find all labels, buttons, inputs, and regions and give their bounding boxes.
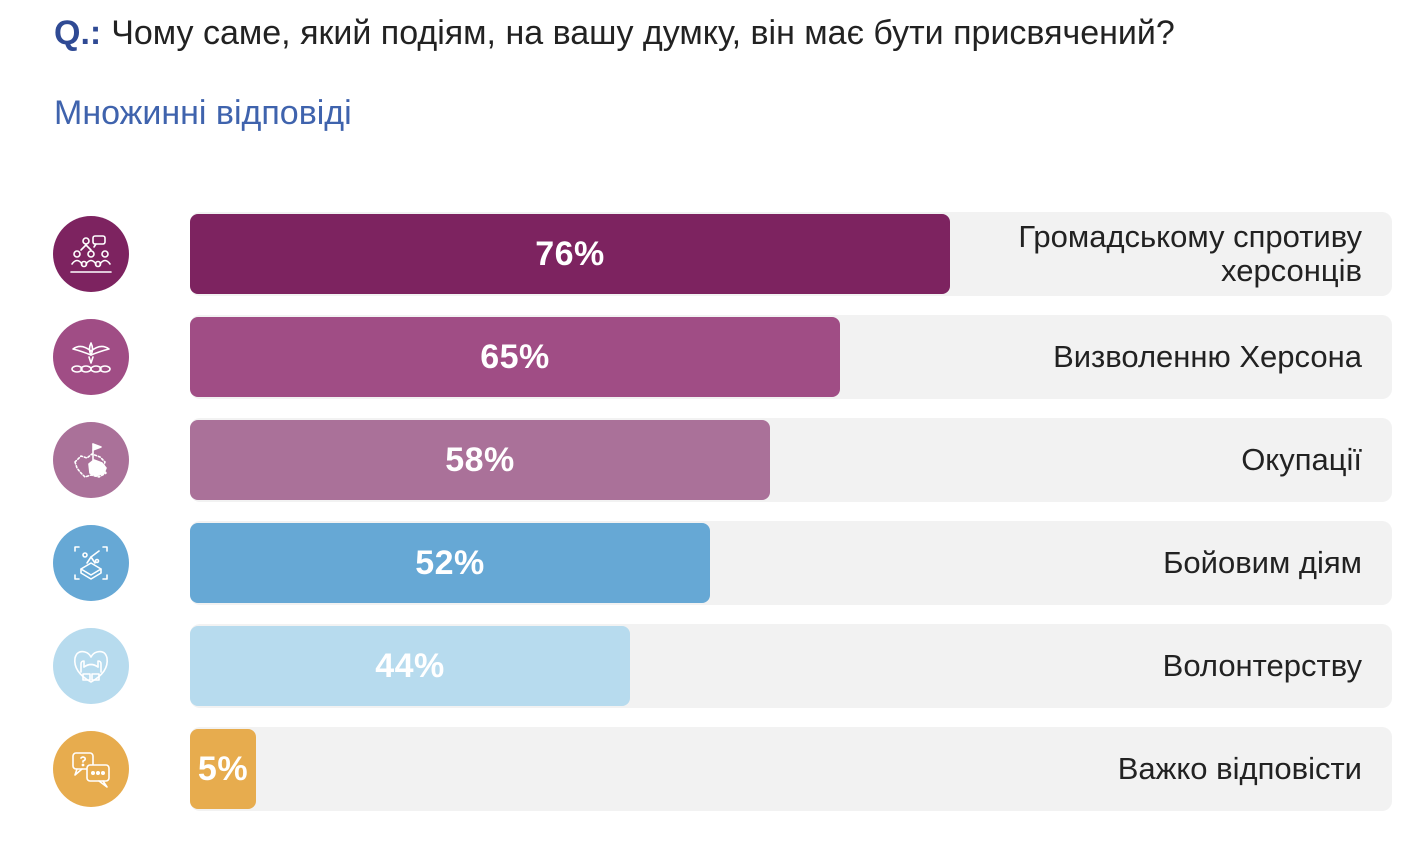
category-label: Визволенню Херсона (1053, 339, 1362, 374)
bar-track: 44% Волонтерству (190, 624, 1392, 708)
bar-track: 58% Окупації (190, 418, 1392, 502)
volunteer-hands-heart-icon (53, 628, 129, 704)
bar: 76% (190, 214, 950, 294)
question-prefix: Q.: (54, 14, 102, 52)
bar-track: 5% Важко відповісти (190, 727, 1392, 811)
category-label: Важко відповісти (1117, 751, 1362, 786)
chart-subtitle: Множинні відповіді (54, 94, 352, 132)
question-text: Чому саме, який подіям, на вашу думку, в… (111, 14, 1175, 52)
category-label: Окупації (1241, 442, 1362, 477)
bar-track: 76% Громадському спротиву херсонців (190, 212, 1392, 296)
bar-row: 5% Важко відповісти (0, 727, 1412, 811)
bar-track: 65% Визволенню Херсона (190, 315, 1392, 399)
question-chat-bubbles-icon (53, 731, 129, 807)
bar-value-label: 76% (535, 234, 605, 273)
category-label: Волонтерству (1162, 648, 1362, 683)
bar-row: 58% Окупації (0, 418, 1412, 502)
bar-value-label: 44% (375, 646, 445, 685)
category-label: Громадському спротиву херсонців (1018, 219, 1362, 288)
battle-tank-icon (53, 525, 129, 601)
bar-row: 65% Визволенню Херсона (0, 315, 1412, 399)
bar-row: 52% Бойовим діям (0, 521, 1412, 605)
bar-row: 76% Громадському спротиву херсонців (0, 212, 1412, 296)
bar: 52% (190, 523, 710, 603)
crowd-protest-icon (53, 216, 129, 292)
bar: 44% (190, 626, 630, 706)
bar-value-label: 52% (415, 543, 485, 582)
occupied-map-flag-icon (53, 422, 129, 498)
category-label: Бойовим діям (1163, 545, 1362, 580)
bar-value-label: 65% (480, 337, 550, 376)
question-title: Q.: Чому саме, який подіям, на вашу думку… (54, 14, 1175, 53)
bar: 58% (190, 420, 770, 500)
liberation-dove-icon (53, 319, 129, 395)
bar: 65% (190, 317, 840, 397)
bar-value-label: 5% (197, 749, 249, 788)
bar-track: 52% Бойовим діям (190, 521, 1392, 605)
bar-value-label: 58% (445, 440, 515, 479)
bar: 5% (190, 729, 256, 809)
bar-row: 44% Волонтерству (0, 624, 1412, 708)
